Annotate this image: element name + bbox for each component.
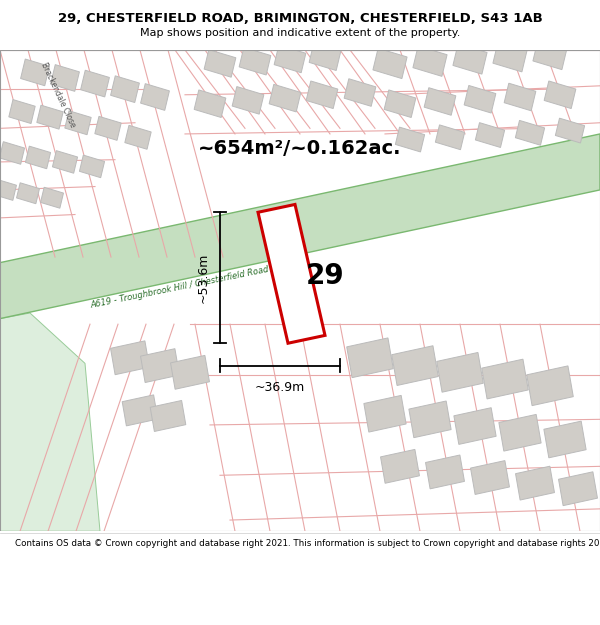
Polygon shape (544, 81, 576, 109)
Polygon shape (306, 81, 338, 109)
Polygon shape (110, 76, 139, 102)
Polygon shape (258, 204, 325, 343)
Text: A619 - Troughbrook Hill / Chesterfield Road: A619 - Troughbrook Hill / Chesterfield R… (90, 265, 270, 310)
Polygon shape (0, 179, 16, 201)
Text: ~36.9m: ~36.9m (255, 381, 305, 394)
Polygon shape (504, 83, 536, 111)
Text: ~654m²/~0.162ac.: ~654m²/~0.162ac. (198, 139, 402, 158)
Polygon shape (499, 414, 541, 451)
Polygon shape (20, 59, 49, 86)
Polygon shape (559, 472, 598, 506)
Polygon shape (395, 127, 425, 152)
Polygon shape (0, 313, 100, 531)
Polygon shape (274, 45, 306, 72)
Polygon shape (384, 90, 416, 118)
Polygon shape (125, 126, 151, 149)
Polygon shape (464, 86, 496, 113)
Polygon shape (347, 338, 393, 377)
Polygon shape (150, 401, 186, 431)
Polygon shape (194, 90, 226, 118)
Polygon shape (437, 352, 483, 392)
Polygon shape (204, 49, 236, 78)
Polygon shape (515, 121, 545, 145)
Polygon shape (140, 349, 179, 382)
Polygon shape (515, 466, 554, 500)
Polygon shape (436, 125, 464, 150)
Polygon shape (392, 346, 438, 386)
Polygon shape (493, 41, 527, 72)
Polygon shape (413, 46, 447, 76)
Polygon shape (95, 116, 121, 141)
Polygon shape (482, 359, 528, 399)
Polygon shape (409, 401, 451, 437)
Polygon shape (232, 87, 264, 114)
Text: 29: 29 (305, 262, 344, 290)
Polygon shape (544, 421, 586, 458)
Polygon shape (425, 455, 464, 489)
Polygon shape (122, 395, 158, 426)
Polygon shape (453, 44, 487, 74)
Polygon shape (9, 99, 35, 124)
Polygon shape (533, 39, 567, 69)
Polygon shape (110, 341, 149, 375)
Polygon shape (239, 48, 271, 75)
Polygon shape (80, 70, 109, 97)
Polygon shape (17, 182, 40, 204)
Polygon shape (364, 396, 406, 432)
Text: Contains OS data © Crown copyright and database right 2021. This information is : Contains OS data © Crown copyright and d… (15, 539, 600, 548)
Polygon shape (65, 111, 91, 135)
Polygon shape (41, 188, 64, 208)
Polygon shape (309, 43, 341, 71)
Text: ~53.6m: ~53.6m (197, 253, 210, 303)
Polygon shape (424, 88, 456, 115)
Polygon shape (556, 118, 584, 143)
Polygon shape (0, 134, 600, 319)
Polygon shape (170, 356, 209, 389)
Polygon shape (50, 64, 79, 91)
Bar (0, 50, 600, 531)
Polygon shape (0, 142, 25, 164)
Polygon shape (52, 151, 77, 173)
Polygon shape (344, 79, 376, 106)
Text: Brackendale Close: Brackendale Close (39, 61, 77, 129)
Polygon shape (25, 146, 50, 169)
Polygon shape (269, 84, 301, 112)
Text: 29, CHESTERFIELD ROAD, BRIMINGTON, CHESTERFIELD, S43 1AB: 29, CHESTERFIELD ROAD, BRIMINGTON, CHEST… (58, 12, 542, 26)
Polygon shape (37, 105, 63, 129)
Polygon shape (475, 122, 505, 148)
Polygon shape (454, 408, 496, 444)
Polygon shape (470, 461, 509, 494)
Polygon shape (527, 366, 573, 406)
Polygon shape (79, 155, 104, 178)
Polygon shape (140, 84, 169, 111)
Polygon shape (380, 449, 419, 483)
Text: Map shows position and indicative extent of the property.: Map shows position and indicative extent… (140, 28, 460, 38)
Polygon shape (373, 48, 407, 79)
